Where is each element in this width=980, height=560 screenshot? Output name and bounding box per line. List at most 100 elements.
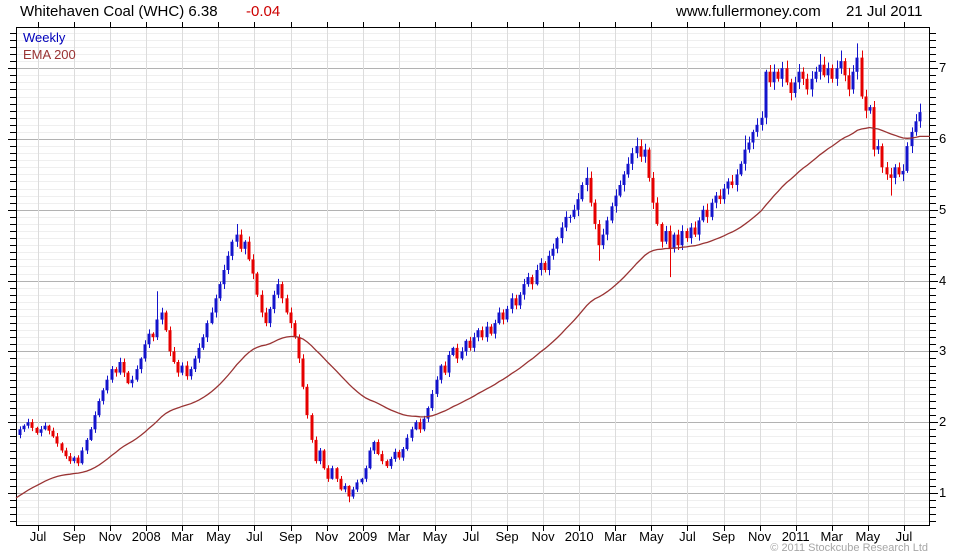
- candle: [364, 465, 368, 482]
- candle: [251, 254, 255, 280]
- candle: [155, 291, 159, 340]
- candle: [551, 243, 555, 260]
- candle: [460, 347, 464, 361]
- candle: [310, 413, 314, 443]
- candle: [876, 139, 880, 154]
- candle: [430, 390, 434, 411]
- candle: [226, 251, 230, 274]
- candle: [172, 347, 176, 364]
- candle: [505, 305, 509, 323]
- candle: [785, 60, 789, 86]
- candle: [235, 224, 239, 247]
- candle: [22, 424, 26, 432]
- candle: [222, 264, 226, 289]
- candle: [739, 161, 743, 177]
- candle: [468, 336, 472, 351]
- candle: [280, 281, 284, 304]
- candle: [105, 375, 109, 394]
- candle: [122, 358, 126, 377]
- candle: [260, 290, 264, 318]
- x-axis-label: Nov: [748, 529, 772, 544]
- candle: [764, 69, 768, 125]
- x-axis-label: May: [855, 529, 881, 544]
- candle: [276, 278, 280, 299]
- candle: [135, 365, 139, 382]
- candle: [501, 309, 505, 325]
- candle: [360, 477, 364, 485]
- website-text: www.fullermoney.com: [676, 3, 821, 20]
- candle: [39, 426, 43, 437]
- candle: [368, 447, 372, 470]
- candle: [622, 171, 626, 192]
- x-axis-label: Nov: [315, 529, 339, 544]
- candle: [843, 58, 847, 82]
- candle: [93, 411, 97, 433]
- candle: [447, 351, 451, 377]
- x-axis-label: Jul: [679, 529, 696, 544]
- candle: [589, 171, 593, 207]
- y-axis-label: 3: [939, 343, 947, 359]
- candle: [535, 264, 539, 286]
- candle: [601, 228, 605, 250]
- candle: [164, 310, 168, 332]
- candle: [647, 147, 651, 182]
- candle: [676, 229, 680, 250]
- candle: [389, 456, 393, 469]
- candle: [143, 340, 147, 362]
- candle: [768, 65, 772, 87]
- candle: [210, 307, 214, 325]
- candle: [255, 271, 259, 297]
- candle: [901, 164, 905, 182]
- candle: [897, 162, 901, 178]
- chart-date: 21 Jul 2011: [846, 3, 923, 20]
- candle: [151, 332, 155, 342]
- candle: [97, 398, 101, 418]
- candle: [789, 78, 793, 101]
- candle: [26, 418, 30, 429]
- candle: [747, 136, 751, 153]
- candle: [672, 232, 676, 253]
- candle: [55, 433, 59, 447]
- candle: [835, 60, 839, 86]
- candle: [651, 172, 655, 209]
- candle: [893, 164, 897, 185]
- candle: [114, 367, 118, 377]
- candle: [543, 261, 547, 273]
- candle: [568, 214, 572, 223]
- candle: [643, 143, 647, 163]
- y-axis-label: 4: [939, 272, 947, 288]
- candle: [597, 220, 601, 261]
- candle: [464, 339, 468, 356]
- candle: [289, 307, 293, 329]
- candle: [701, 205, 705, 223]
- candle: [889, 167, 893, 196]
- x-axis-label: May: [422, 529, 448, 544]
- candle: [397, 449, 401, 460]
- candle: [489, 324, 493, 336]
- candle: [89, 427, 93, 441]
- candle: [393, 448, 397, 462]
- candle: [722, 184, 726, 204]
- candle: [497, 307, 501, 325]
- candle: [860, 50, 864, 99]
- candle: [43, 422, 47, 431]
- candle: [297, 334, 301, 363]
- candle: [818, 54, 822, 80]
- candle: [580, 182, 584, 202]
- candle: [180, 362, 184, 376]
- candle: [805, 73, 809, 95]
- candle: [485, 321, 489, 342]
- candle: [780, 61, 784, 87]
- candle: [639, 139, 643, 162]
- candle: [160, 307, 164, 325]
- candle: [18, 426, 22, 439]
- candle: [514, 294, 518, 310]
- candle: [905, 142, 909, 173]
- candle: [576, 193, 580, 217]
- candles-layer: [18, 43, 922, 503]
- candle: [51, 427, 55, 438]
- x-axis-label: Jul: [462, 529, 480, 544]
- candle: [230, 239, 234, 261]
- candle: [418, 418, 422, 433]
- candle: [197, 343, 201, 363]
